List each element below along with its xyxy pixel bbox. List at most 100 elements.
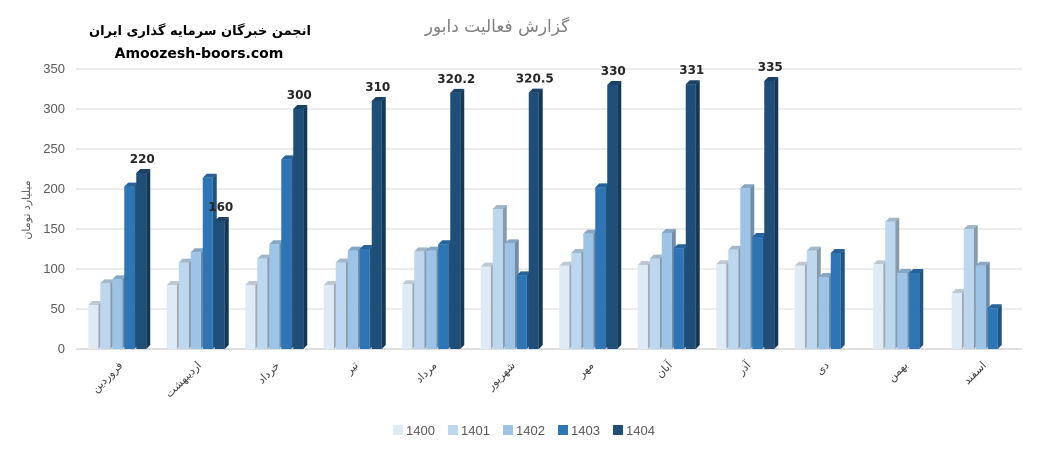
bar-front (752, 237, 763, 349)
bar-top (528, 88, 543, 93)
bar-side (840, 249, 845, 349)
legend-label: 1404 (626, 423, 655, 438)
legend-swatch (613, 425, 623, 435)
data-label: 331 (679, 63, 704, 77)
bar-top (438, 240, 453, 245)
bar-top (951, 289, 966, 293)
bar (124, 182, 139, 349)
x-tick-label: بهمن (885, 359, 910, 384)
bar-front (112, 279, 123, 349)
bar-front (987, 308, 998, 349)
bar-front (100, 283, 111, 349)
bar-top (571, 249, 586, 253)
bar (88, 301, 103, 349)
y-tick-label: 300 (43, 101, 65, 116)
bar (806, 246, 821, 349)
bar (347, 246, 362, 349)
bar-front (649, 258, 660, 349)
bar-side (774, 77, 779, 349)
bar-side (919, 269, 924, 349)
bar (740, 184, 755, 349)
bar-top (740, 184, 755, 189)
bar-top (323, 281, 338, 285)
data-label: 300 (287, 88, 312, 102)
y-tick-label: 150 (43, 221, 65, 236)
bars (88, 77, 1002, 349)
y-tick-label: 200 (43, 181, 65, 196)
bar-top (402, 280, 417, 285)
bar-top (504, 239, 519, 244)
bar (136, 169, 151, 349)
bar-top (202, 173, 217, 178)
bar-top (124, 182, 139, 187)
bar (963, 225, 978, 349)
bar-top (607, 81, 622, 85)
bar-top (685, 80, 700, 85)
y-tick-label: 250 (43, 141, 65, 156)
bar-front (335, 262, 346, 349)
bar (649, 254, 664, 349)
bar-front (595, 187, 606, 349)
data-label: 320.5 (516, 72, 554, 86)
bar-top (335, 258, 350, 263)
bar-top (100, 279, 115, 284)
bar-top (269, 240, 284, 245)
bar (100, 279, 115, 349)
legend-item: 1400 (393, 423, 435, 438)
chart-title: گزارش فعالیت دابور (424, 16, 570, 37)
bar-top (583, 229, 598, 234)
x-tick-label: آبان (653, 358, 676, 381)
x-tick-label: تیر (342, 359, 361, 378)
bar (359, 245, 374, 349)
bar-front (583, 233, 594, 349)
legend-swatch (448, 425, 458, 435)
bar (951, 289, 966, 349)
bar-top (764, 77, 779, 81)
bar-top (257, 254, 272, 259)
bar-side (617, 81, 622, 349)
data-label: 220 (130, 152, 155, 166)
bar-front (402, 284, 413, 349)
bar-top (975, 261, 990, 266)
bar (830, 249, 845, 349)
bar-front (728, 249, 739, 349)
bar-front (88, 305, 99, 349)
bar-front (830, 253, 841, 349)
bar (607, 81, 622, 349)
y-tick-label: 50 (51, 301, 65, 316)
x-tick-label: دی (813, 359, 832, 378)
bar (293, 105, 308, 349)
bar-top (293, 105, 308, 109)
bar-front (607, 85, 618, 349)
bar-top (112, 275, 127, 280)
bar-top (281, 155, 296, 160)
bar (281, 155, 296, 349)
gridlines (76, 68, 1022, 350)
legend-item: 1402 (503, 423, 545, 438)
bar-front (190, 252, 201, 349)
bar (426, 246, 441, 349)
bar-front (740, 188, 751, 349)
bar-top (214, 217, 229, 221)
bar (214, 217, 229, 349)
bar-top (987, 304, 1002, 309)
y-tick-label: 350 (43, 61, 65, 76)
bar-side (997, 304, 1002, 349)
bar-front (504, 243, 515, 349)
bar-top (136, 169, 151, 173)
bar-front (559, 265, 570, 349)
data-label: 320.2 (437, 72, 475, 86)
bar-front (414, 251, 425, 349)
bar-top (359, 245, 374, 249)
bar-top (245, 281, 260, 285)
bar-front (269, 244, 280, 349)
bar-top (166, 281, 181, 285)
bar-side (146, 169, 151, 349)
bar (873, 260, 888, 349)
bar (637, 261, 652, 349)
org-name: انجمن خبرگان سرمایه گذاری ایران (89, 23, 311, 39)
legend-item: 1403 (558, 423, 600, 438)
bar-top (963, 225, 978, 229)
bar-top (88, 301, 103, 305)
